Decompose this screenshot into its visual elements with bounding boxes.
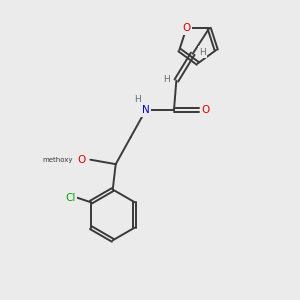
Text: O: O xyxy=(182,23,190,33)
Text: N: N xyxy=(142,105,149,116)
Text: H: H xyxy=(199,48,206,57)
Text: O: O xyxy=(202,105,210,116)
Text: H: H xyxy=(134,95,141,104)
Text: O: O xyxy=(78,155,86,165)
Text: Cl: Cl xyxy=(66,193,76,203)
Text: methoxy: methoxy xyxy=(42,157,73,163)
Text: H: H xyxy=(164,75,170,84)
